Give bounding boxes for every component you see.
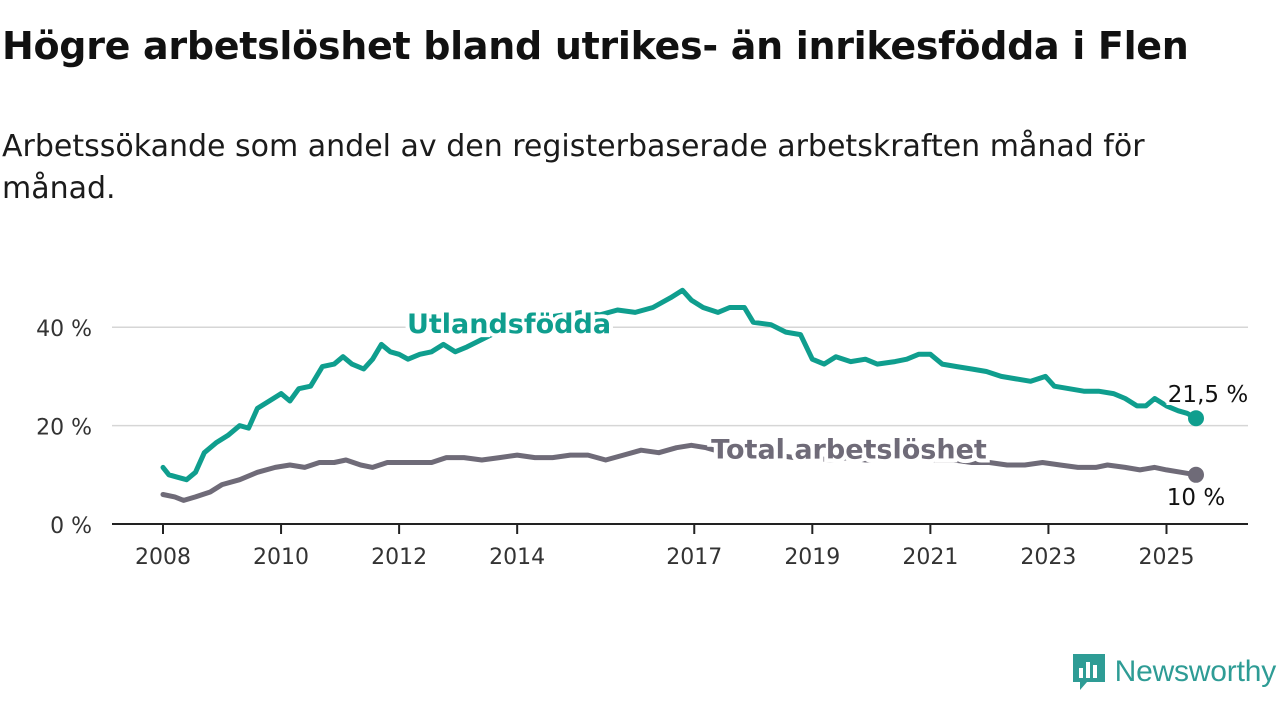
- gridlines: [112, 326, 1248, 427]
- series-line-total: [160, 442, 1199, 503]
- series-line-utlandsfodda: [160, 287, 1199, 483]
- x-tick-label: 2023: [1020, 545, 1076, 570]
- x-tick-label: 2012: [371, 545, 427, 570]
- series-endpoint: [1188, 466, 1204, 483]
- chart-subtitle: Arbetssökande som andel av den registerb…: [2, 129, 1145, 206]
- x-tick-label: 2021: [902, 545, 958, 570]
- x-tick-label: 2010: [253, 545, 309, 570]
- x-axis: 2008 2010 2012 2014 2017 2019 2021 2023 2025: [112, 523, 1248, 570]
- x-tick-label: 2017: [666, 545, 722, 570]
- brand-name: Newsworthy: [1114, 655, 1277, 688]
- series-lines: [160, 287, 1204, 503]
- series-name-label: Total arbetslöshet: [711, 435, 987, 466]
- x-tick-label: 2019: [784, 545, 840, 570]
- series-name-label: Utlandsfödda: [407, 309, 611, 340]
- y-tick-label: 20 %: [36, 416, 92, 441]
- y-axis-ticks: 0 % 20 % 40 %: [36, 317, 92, 539]
- series-end-label: 10 %: [1167, 485, 1225, 511]
- y-tick-label: 40 %: [36, 317, 92, 342]
- x-tick-label: 2025: [1138, 545, 1194, 570]
- series-labels: 21,5 % 10 % Utlandsfödda Total arbetslöshet: [403, 305, 1251, 514]
- series-end-label: 21,5 %: [1168, 382, 1248, 408]
- bar-chart-speech-bubble-icon: [1072, 654, 1105, 690]
- brand-logo: Newsworthy: [1071, 652, 1276, 692]
- y-tick-label: 0 %: [50, 514, 92, 539]
- series-endpoint: [1188, 410, 1204, 427]
- chart-title: Högre arbetslöshet bland utrikes- än inr…: [2, 24, 1189, 68]
- x-tick-label: 2014: [489, 545, 545, 570]
- x-tick-label: 2008: [135, 545, 191, 570]
